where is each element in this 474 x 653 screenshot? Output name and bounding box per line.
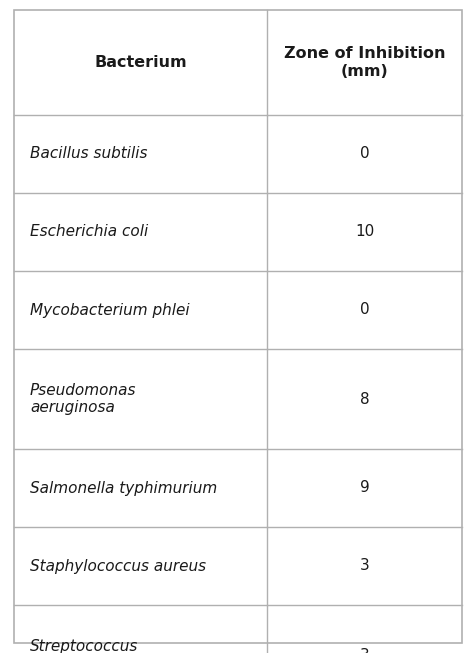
Text: Bacillus subtilis: Bacillus subtilis [30,146,147,161]
Text: Staphylococcus aureus: Staphylococcus aureus [30,558,206,573]
Text: Salmonella typhimurium: Salmonella typhimurium [30,481,217,496]
Text: 0: 0 [360,302,369,317]
Text: 8: 8 [360,392,369,407]
Text: 3: 3 [360,558,369,573]
Text: Escherichia coli: Escherichia coli [30,225,148,240]
Text: Bacterium: Bacterium [94,55,187,70]
Text: Pseudomonas
aeruginosa: Pseudomonas aeruginosa [30,383,137,415]
Text: 3: 3 [360,648,369,653]
Text: Zone of Inhibition
(mm): Zone of Inhibition (mm) [284,46,445,79]
Text: Mycobacterium phlei: Mycobacterium phlei [30,302,190,317]
Text: 0: 0 [360,146,369,161]
Text: 9: 9 [360,481,369,496]
Text: Streptococcus
pyogenes: Streptococcus pyogenes [30,639,138,653]
Text: 10: 10 [355,225,374,240]
